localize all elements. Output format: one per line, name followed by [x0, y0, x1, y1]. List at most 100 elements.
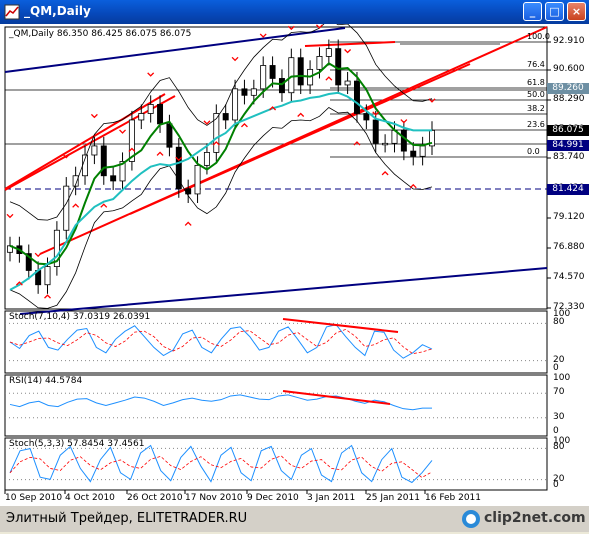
- sma-cyan: [9, 91, 432, 291]
- candle-body: [53, 229, 60, 267]
- indicator-title: Stoch(5,3,3) 57.8454 37.4561: [9, 439, 145, 449]
- channel-upper: [4, 95, 176, 191]
- fractal-down: [72, 203, 80, 208]
- fractal-up: [316, 24, 323, 29]
- fractal-up: [34, 252, 42, 258]
- candle-body: [325, 48, 332, 57]
- price-tick: 72.330: [553, 302, 585, 312]
- price-label: 86.075: [547, 125, 589, 136]
- channel-mid: [4, 93, 166, 190]
- price-label: 84.991: [547, 140, 589, 151]
- sma-green: [9, 62, 433, 266]
- candle-body: [269, 65, 276, 79]
- trend-line-lower: [19, 267, 548, 315]
- rsi-panel: [4, 374, 548, 437]
- fractal-down: [100, 203, 108, 208]
- fractal-up: [90, 113, 98, 119]
- channel-long: [39, 26, 548, 255]
- footer-credit: Элитный Трейдер, ELITETRADER.RU: [6, 511, 248, 526]
- price-tick: 90.600: [553, 64, 585, 74]
- candle-body: [222, 113, 229, 121]
- candle-body: [63, 185, 70, 231]
- indicator-main: [9, 444, 433, 484]
- fractal-up: [175, 156, 183, 162]
- fractal-down: [240, 122, 248, 128]
- fractal-down: [44, 294, 51, 299]
- maximize-button[interactable]: □: [545, 2, 564, 21]
- price-tick: 88.290: [553, 94, 585, 104]
- fib-label: 61.8: [527, 78, 545, 87]
- price-label: 89.260: [547, 83, 589, 94]
- fractal-up: [62, 154, 70, 159]
- window-title: _QM,Daily: [24, 4, 91, 18]
- candle-body: [419, 145, 426, 157]
- price-tick: 83.740: [553, 152, 585, 162]
- price-panel: [4, 26, 548, 310]
- fractal-down: [156, 151, 164, 156]
- fractal-down: [269, 106, 277, 111]
- bollinger-upper: [9, 24, 433, 221]
- fractal-down: [128, 147, 136, 152]
- price-tick: 74.570: [553, 272, 585, 282]
- fractal-down: [381, 170, 389, 176]
- divergence-line: [282, 390, 391, 405]
- candle-body: [344, 80, 351, 86]
- indicator-tick: 100: [553, 373, 571, 383]
- indicator-tick: 0: [553, 480, 559, 490]
- indicator-tick: 100: [553, 309, 571, 319]
- candle-body: [25, 253, 32, 271]
- indicator-tick: 20: [553, 354, 565, 365]
- chart-window[interactable]: _QM,Daily 86.350 86.425 86.075 86.075 92…: [0, 24, 589, 506]
- indicator-main: [9, 394, 432, 411]
- candle-body: [363, 113, 370, 121]
- price-series: [6, 24, 436, 309]
- clip2net-logo: clip2net.com: [460, 508, 588, 530]
- top-resistance: [304, 41, 396, 47]
- candle-body: [110, 175, 117, 182]
- fib-label: 100.0: [527, 32, 550, 41]
- candle-body: [44, 266, 51, 286]
- candle-body: [119, 161, 126, 182]
- fractal-down: [184, 221, 192, 226]
- fractal-down: [409, 183, 417, 189]
- chart-canvas[interactable]: [0, 24, 589, 506]
- candle-body: [100, 145, 107, 177]
- close-button[interactable]: ×: [567, 2, 586, 21]
- candle-body: [213, 113, 220, 153]
- indicator-title: Stoch(7,10,4) 37.0319 26.0391: [9, 312, 151, 322]
- fractal-down: [297, 112, 305, 117]
- indicator-tick: 0: [553, 363, 559, 373]
- minimize-button[interactable]: _: [523, 2, 542, 21]
- fractal-up: [428, 98, 436, 103]
- time-tick: 25 Jan 2011: [366, 493, 420, 503]
- candle-body: [232, 88, 239, 121]
- candle-body: [250, 88, 257, 96]
- time-tick: 3 Jan 2011: [307, 493, 356, 503]
- candle-body: [410, 150, 417, 157]
- fib-label: 0.0: [527, 147, 540, 156]
- indicator-title: RSI(14) 44.5784: [9, 376, 83, 386]
- fractal-down: [212, 141, 220, 146]
- candle-body: [288, 57, 295, 94]
- bollinger-lower: [9, 107, 433, 309]
- indicator-series: [5, 318, 547, 484]
- time-tick: 16 Feb 2011: [425, 493, 482, 503]
- title-bar: _QM,Daily _ □ ×: [0, 0, 589, 24]
- candle-body: [278, 78, 285, 94]
- candle-body: [400, 129, 407, 152]
- price-tick: 76.880: [553, 242, 585, 252]
- clip2net-icon: [462, 510, 480, 528]
- stoch-panel-1: [4, 310, 548, 374]
- indicator-tick: 80: [553, 317, 565, 328]
- candle-body: [297, 57, 304, 86]
- fib-label: 50.0: [527, 90, 545, 99]
- fib-label: 38.2: [527, 104, 545, 113]
- fib-label: 23.6: [527, 120, 545, 129]
- candle-body: [175, 146, 182, 190]
- price-label: 81.424: [547, 184, 589, 195]
- time-tick: 26 Oct 2010: [127, 493, 183, 503]
- indicator-tick: 70: [553, 387, 565, 398]
- indicator-tick: 80: [553, 442, 565, 453]
- clip2net-text: clip2net.com: [484, 510, 586, 526]
- candle-body: [166, 123, 173, 148]
